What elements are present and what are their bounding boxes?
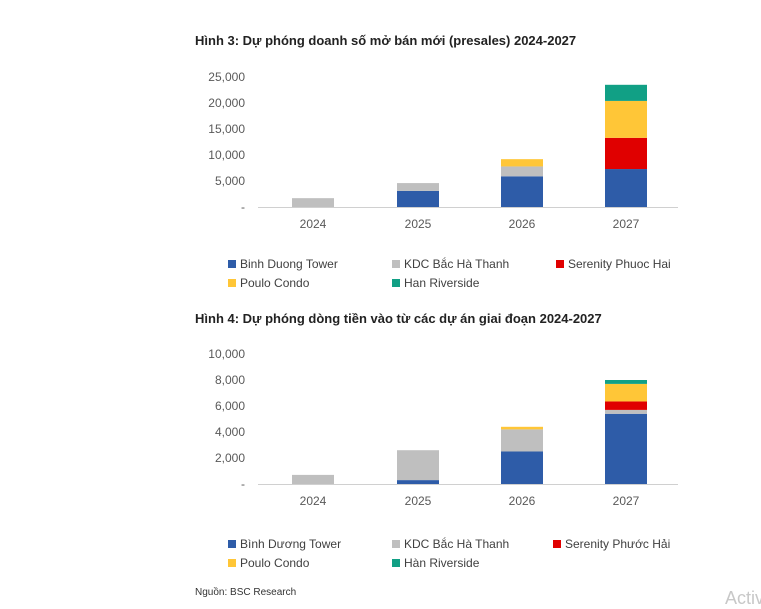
- chart-2-title: Hình 4: Dự phóng dòng tiền vào từ các dự…: [195, 311, 602, 326]
- y-tick-label: 8,000: [215, 373, 245, 387]
- legend-item: KDC Bắc Hà Thanh: [392, 257, 509, 271]
- legend-item: Han Riverside: [392, 276, 479, 290]
- legend-swatch: [392, 279, 400, 287]
- bar-segment-2026-s0: [501, 176, 543, 207]
- legend-swatch: [392, 559, 400, 567]
- y-tick-label: 6,000: [215, 399, 245, 413]
- y-tick-label: 5,000: [215, 174, 245, 188]
- source-note: Nguồn: BSC Research: [195, 587, 297, 598]
- legend-item: Poulo Condo: [228, 276, 309, 290]
- bar-segment-2027-s3: [605, 383, 647, 402]
- bar-segment-2025-s1: [397, 183, 439, 191]
- bar-segment-2026-s3: [501, 159, 543, 167]
- x-tick-label-2026: 2026: [509, 494, 536, 508]
- x-tick-label-2027: 2027: [613, 494, 640, 508]
- legend-swatch: [392, 540, 400, 548]
- y-tick-label: 10,000: [208, 347, 245, 361]
- legend-label: Han Riverside: [404, 276, 480, 290]
- bar-segment-2027-s2: [605, 401, 647, 410]
- legend-item: Serenity Phước Hải: [553, 537, 670, 551]
- y-tick-label: 25,000: [208, 70, 245, 84]
- legend-swatch: [228, 559, 236, 567]
- y-tick-label: 20,000: [208, 96, 245, 110]
- legend-item: Poulo Condo: [228, 556, 309, 570]
- bar-segment-2027-s3: [605, 100, 647, 138]
- bar-segment-2027-s4: [605, 84, 647, 101]
- legend-swatch: [228, 260, 236, 268]
- y-tick-label: 2,000: [215, 451, 245, 465]
- legend-item: Serenity Phuoc Hai: [556, 257, 671, 271]
- bar-segment-2027-s1: [605, 409, 647, 414]
- legend-swatch: [228, 540, 236, 548]
- bar-segment-2026-s1: [501, 429, 543, 452]
- legend-label: Serenity Phước Hải: [565, 537, 671, 551]
- y-tick-label: -: [241, 477, 245, 491]
- bar-segment-2026-s1: [501, 166, 543, 177]
- legend-item: Binh Duong Tower: [228, 257, 338, 271]
- bar-segment-2027-s2: [605, 137, 647, 170]
- presales-stacked-bar-chart: - 5,000 10,000 15,000 20,000 25,000 2024 2025 20…: [208, 70, 678, 231]
- bar-segment-2025-s0: [397, 190, 439, 207]
- bar-segment-2027-s0: [605, 413, 647, 484]
- y-tick-label: 4,000: [215, 425, 245, 439]
- legend-swatch: [228, 279, 236, 287]
- legend-item: KDC Bắc Hà Thanh: [392, 537, 509, 551]
- legend-label: KDC Bắc Hà Thanh: [404, 257, 510, 271]
- x-tick-label-2025: 2025: [405, 494, 432, 508]
- cashflow-stacked-bar-chart: - 2,000 4,000 6,000 8,000 10,000 2024 2025 2026 2…: [208, 347, 678, 508]
- legend-swatch: [556, 260, 564, 268]
- legend-label: Poulo Condo: [240, 276, 310, 290]
- legend-label: KDC Bắc Hà Thanh: [404, 537, 510, 551]
- legend-label: Binh Duong Tower: [240, 257, 338, 271]
- bar-segment-2026-s3: [501, 426, 543, 430]
- legend-label: Serenity Phuoc Hai: [568, 257, 671, 271]
- x-tick-label-2025: 2025: [405, 217, 432, 231]
- x-tick-label-2027: 2027: [613, 217, 640, 231]
- legend-swatch: [392, 260, 400, 268]
- bar-segment-2024-s1: [292, 198, 334, 207]
- x-tick-label-2024: 2024: [300, 217, 327, 231]
- y-tick-label: 15,000: [208, 122, 245, 136]
- y-tick-label: -: [241, 200, 245, 214]
- y-tick-label: 10,000: [208, 148, 245, 162]
- chart-1-title: Hình 3: Dự phóng doanh số mở bán mới (pr…: [195, 33, 577, 48]
- activation-watermark: Activ: [725, 588, 761, 608]
- bar-segment-2027-s4: [605, 380, 647, 384]
- legend-label: Hàn Riverside: [404, 556, 480, 570]
- x-tick-label-2024: 2024: [300, 494, 327, 508]
- x-tick-label-2026: 2026: [509, 217, 536, 231]
- legend-item: Hàn Riverside: [392, 556, 479, 570]
- legend-label: Poulo Condo: [240, 556, 310, 570]
- bar-segment-2025-s1: [397, 450, 439, 481]
- bar-segment-2026-s0: [501, 451, 543, 484]
- legend-label: Bình Dương Tower: [240, 537, 342, 551]
- legend-item: Bình Dương Tower: [228, 537, 341, 551]
- bar-segment-2025-s0: [397, 480, 439, 484]
- bar-segment-2027-s0: [605, 169, 647, 207]
- bar-segment-2024-s1: [292, 474, 334, 484]
- legend-swatch: [553, 540, 561, 548]
